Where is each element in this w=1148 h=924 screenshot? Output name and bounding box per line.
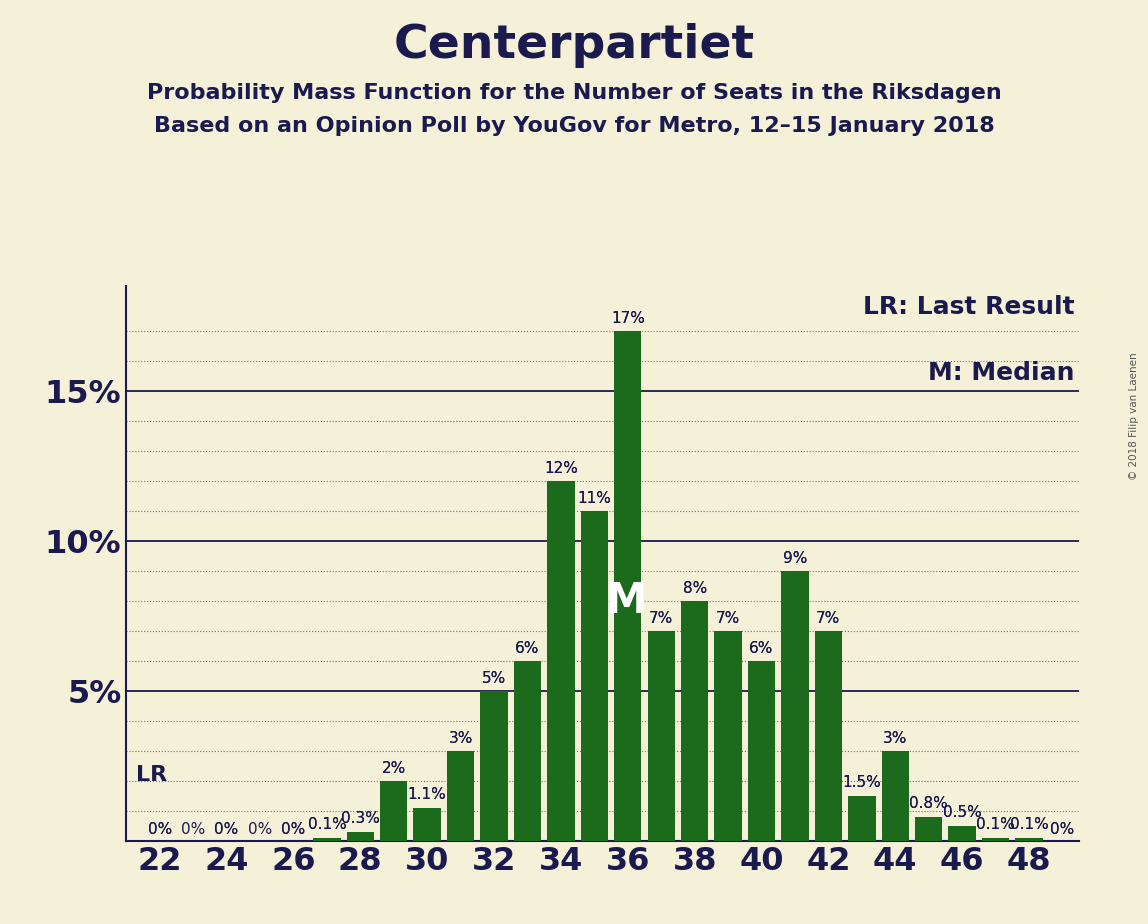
Text: LR: Last Result: LR: Last Result	[863, 295, 1075, 319]
Text: 0%: 0%	[215, 822, 239, 837]
Text: 0.1%: 0.1%	[976, 818, 1015, 833]
Bar	[948, 826, 976, 841]
Bar	[1015, 838, 1042, 841]
Bar	[747, 661, 775, 841]
Text: 0.5%: 0.5%	[943, 806, 982, 821]
Text: 6%: 6%	[750, 640, 774, 656]
Bar	[848, 796, 876, 841]
Text: 6%: 6%	[515, 640, 540, 656]
Text: 8%: 8%	[683, 580, 707, 596]
Bar	[982, 838, 1009, 841]
Text: 0%: 0%	[281, 822, 305, 837]
Text: 0%: 0%	[148, 822, 172, 837]
Text: 0%: 0%	[215, 822, 239, 837]
Bar	[614, 332, 642, 841]
Text: 7%: 7%	[716, 611, 740, 626]
Text: Probability Mass Function for the Number of Seats in the Riksdagen: Probability Mass Function for the Number…	[147, 83, 1001, 103]
Text: © 2018 Filip van Laenen: © 2018 Filip van Laenen	[1128, 352, 1139, 480]
Text: 3%: 3%	[449, 731, 473, 746]
Bar	[347, 832, 374, 841]
Text: 0%: 0%	[281, 822, 305, 837]
Text: 8%: 8%	[683, 580, 707, 596]
Text: 9%: 9%	[783, 551, 807, 565]
Text: 12%: 12%	[544, 461, 577, 476]
Text: 11%: 11%	[577, 491, 611, 505]
Text: 0.3%: 0.3%	[341, 811, 380, 826]
Text: 3%: 3%	[883, 731, 907, 746]
Bar	[714, 631, 742, 841]
Text: 11%: 11%	[577, 491, 611, 505]
Text: 7%: 7%	[649, 611, 674, 626]
Bar	[581, 511, 608, 841]
Text: 17%: 17%	[611, 311, 645, 326]
Text: 9%: 9%	[783, 551, 807, 565]
Text: 7%: 7%	[716, 611, 740, 626]
Bar	[915, 817, 943, 841]
Text: 0.1%: 0.1%	[976, 818, 1015, 833]
Bar	[313, 838, 341, 841]
Bar	[882, 751, 909, 841]
Bar	[681, 602, 708, 841]
Text: 0.1%: 0.1%	[308, 818, 347, 833]
Text: 17%: 17%	[611, 311, 645, 326]
Text: 7%: 7%	[649, 611, 674, 626]
Text: 0.5%: 0.5%	[943, 806, 982, 821]
Text: 5%: 5%	[482, 671, 506, 686]
Text: 7%: 7%	[816, 611, 840, 626]
Text: M: M	[605, 580, 646, 623]
Bar	[480, 691, 507, 841]
Text: 1.1%: 1.1%	[408, 787, 447, 802]
Bar	[413, 808, 441, 841]
Text: 12%: 12%	[544, 461, 577, 476]
Bar	[447, 751, 474, 841]
Text: 6%: 6%	[750, 640, 774, 656]
Text: 0%: 0%	[181, 822, 205, 837]
Bar	[782, 571, 808, 841]
Text: 3%: 3%	[449, 731, 473, 746]
Bar	[815, 631, 843, 841]
Text: Centerpartiet: Centerpartiet	[394, 23, 754, 68]
Text: 0.1%: 0.1%	[1009, 818, 1048, 833]
Text: 3%: 3%	[883, 731, 907, 746]
Text: 1.1%: 1.1%	[408, 787, 447, 802]
Text: 7%: 7%	[816, 611, 840, 626]
Text: 6%: 6%	[515, 640, 540, 656]
Text: 2%: 2%	[381, 760, 406, 775]
Text: 0.8%: 0.8%	[909, 796, 948, 811]
Text: M: Median: M: Median	[928, 361, 1075, 385]
Text: 0.3%: 0.3%	[341, 811, 380, 826]
Bar	[548, 481, 575, 841]
Text: 0%: 0%	[1050, 822, 1075, 837]
Bar	[380, 781, 408, 841]
Text: 1.5%: 1.5%	[843, 775, 882, 791]
Text: 0%: 0%	[1050, 822, 1075, 837]
Text: 0%: 0%	[248, 822, 272, 837]
Text: 0.1%: 0.1%	[308, 818, 347, 833]
Text: LR: LR	[137, 765, 168, 785]
Text: 0.8%: 0.8%	[909, 796, 948, 811]
Text: 2%: 2%	[381, 760, 406, 775]
Text: 0.1%: 0.1%	[1009, 818, 1048, 833]
Text: Based on an Opinion Poll by YouGov for Metro, 12–15 January 2018: Based on an Opinion Poll by YouGov for M…	[154, 116, 994, 136]
Text: 0%: 0%	[148, 822, 172, 837]
Text: 1.5%: 1.5%	[843, 775, 882, 791]
Bar	[647, 631, 675, 841]
Bar	[514, 661, 541, 841]
Text: 5%: 5%	[482, 671, 506, 686]
